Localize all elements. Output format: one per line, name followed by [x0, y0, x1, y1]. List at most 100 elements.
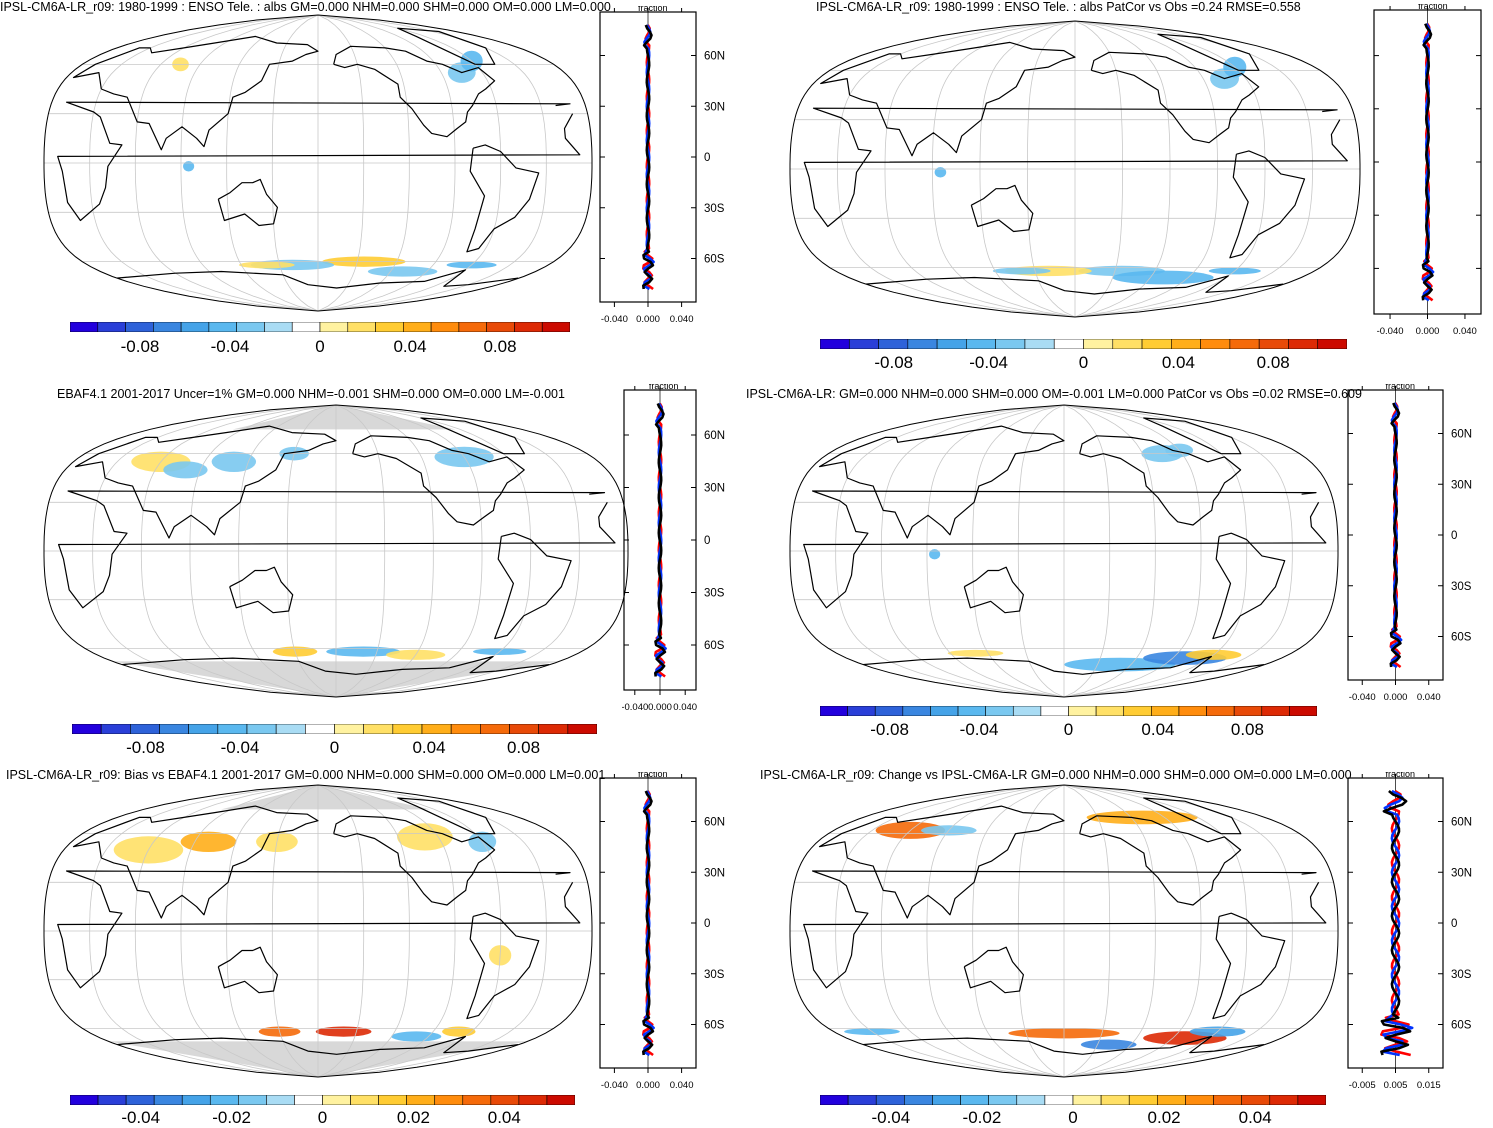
world-map [43, 784, 593, 1078]
coastline [1079, 815, 1242, 906]
panel-6: IPSL-CM6A-LR_r09: Change vs IPSL-CM6A-LR… [746, 768, 1493, 1128]
colorbar-swatch [518, 1095, 548, 1105]
colorbar-swatch [238, 1095, 267, 1105]
map-content [44, 405, 628, 697]
panel-5: IPSL-CM6A-LR_r09: Bias vs EBAF4.1 2001-2… [0, 768, 746, 1128]
cb-label: 0 [315, 337, 325, 356]
colorbar-swatch [180, 322, 210, 332]
colorbar-swatch [1233, 706, 1263, 716]
colorbar-swatch [363, 724, 394, 734]
colorbar-swatch [430, 322, 460, 332]
colorbar-swatch [960, 1095, 989, 1105]
colorbar-swatch [403, 322, 432, 332]
colorbar [70, 322, 570, 332]
x-tick-label: 0.000 [648, 702, 672, 713]
anomaly-patch [929, 549, 941, 560]
anomaly-patch [163, 461, 208, 479]
colorbar-swatch [434, 1095, 464, 1105]
colorbar-swatch [509, 724, 539, 734]
cb-label: -0.04 [959, 720, 999, 739]
map-content [44, 15, 592, 311]
map-border [43, 404, 629, 698]
colorbar-swatch [1269, 1095, 1299, 1105]
colorbar-swatch [486, 322, 515, 332]
colorbar-swatch [217, 724, 248, 734]
anomaly-patch [934, 167, 947, 178]
coastline [1212, 912, 1286, 1020]
coastline [820, 41, 1076, 157]
colorbar-swatch [820, 339, 850, 349]
colorbar-swatch [1068, 706, 1097, 716]
missing-data-area [221, 785, 431, 810]
panel-title: IPSL-CM6A-LR_r09: 1980-1999 : ENSO Tele.… [0, 0, 611, 14]
anomaly-patch [367, 266, 438, 277]
panel-title: IPSL-CM6A-LR_r09: 1980-1999 : ENSO Tele.… [816, 0, 1301, 14]
coastline [57, 101, 581, 222]
lat-label: 30N [1451, 479, 1472, 491]
anomaly-patch [442, 1026, 476, 1037]
colorbar-swatch [322, 1095, 351, 1105]
cb-label: 0 [1063, 720, 1074, 739]
lat-label: 60N [1451, 817, 1472, 829]
coastline [963, 566, 1024, 614]
coastline [818, 425, 1065, 539]
lat-label: 30N [704, 867, 725, 879]
zonal-profile: fraction -0.040 0.000 0.040 60N 30N 0 30S 60S [599, 6, 725, 325]
colorbar-swatch [957, 706, 986, 716]
colorbar-swatch [1141, 339, 1172, 349]
coastline [116, 269, 519, 289]
x-tick-label: -0.040 [1349, 692, 1376, 703]
colorbar [820, 706, 1317, 716]
coastline [466, 144, 540, 253]
colorbar-swatch [70, 322, 99, 332]
zonal-profile: fraction -0.040 0.000 0.040 [1373, 4, 1482, 337]
cb-label: 0.04 [412, 738, 446, 757]
zonal-mean-line [1389, 402, 1402, 668]
cb-label: 0.02 [1147, 1108, 1181, 1127]
colorbar-swatch [291, 322, 321, 332]
colorbar-labels: -0.08 -0.04 0 0.04 0.08 [70, 337, 570, 359]
x-tick-label: -0.005 [1349, 1080, 1376, 1091]
x-tick-label: 0.040 [673, 702, 697, 713]
colorbar-swatch [1095, 706, 1125, 716]
world-map [43, 404, 629, 698]
colorbar-swatch [208, 322, 237, 332]
zonal-mean-line [1380, 789, 1412, 1056]
colorbar-swatch [350, 1095, 379, 1105]
profile-unit: fraction [1418, 4, 1448, 11]
colorbar-swatch [1024, 339, 1055, 349]
colorbar-swatch [347, 322, 376, 332]
map-content [790, 405, 1338, 697]
cb-label: 0.08 [483, 337, 517, 356]
panel-title: EBAF4.1 2001-2017 Uncer=1% GM=0.000 NHM=… [57, 387, 565, 401]
colorbar [820, 1095, 1326, 1105]
coastline [494, 532, 572, 640]
colorbar-swatch [378, 1095, 407, 1105]
colorbar-swatch [1297, 1095, 1326, 1105]
lat-label: 60N [704, 51, 725, 63]
colorbar-swatch [1185, 1095, 1214, 1105]
colorbar-swatch [820, 706, 848, 716]
lat-label: 30N [704, 483, 725, 495]
colorbar-swatch [188, 724, 219, 734]
colorbar-swatch [153, 1095, 183, 1105]
colorbar [820, 339, 1347, 349]
anomaly-patch [1064, 657, 1176, 672]
coastline [865, 275, 1284, 295]
panel-3: EBAF4.1 2001-2017 Uncer=1% GM=0.000 NHM=… [0, 384, 746, 768]
lat-label: 0 [1451, 530, 1457, 542]
coastline [217, 178, 278, 227]
map-content [790, 21, 1360, 317]
cb-label: -0.08 [120, 337, 160, 356]
map-border [789, 20, 1361, 318]
coastline [1157, 33, 1260, 71]
panel-title: IPSL-CM6A-LR_r09: Bias vs EBAF4.1 2001-2… [6, 768, 606, 782]
colorbar-swatch [847, 706, 876, 716]
profile-unit: fraction [1385, 384, 1415, 391]
colorbar-labels: -0.08 -0.04 0 0.04 0.08 [72, 738, 597, 760]
cb-label: -0.04 [220, 738, 260, 757]
coastline [352, 435, 525, 526]
colorbar-swatch [1213, 1095, 1242, 1105]
profile-unit: fraction [638, 6, 668, 13]
zonal-mean-line [1381, 789, 1414, 1057]
